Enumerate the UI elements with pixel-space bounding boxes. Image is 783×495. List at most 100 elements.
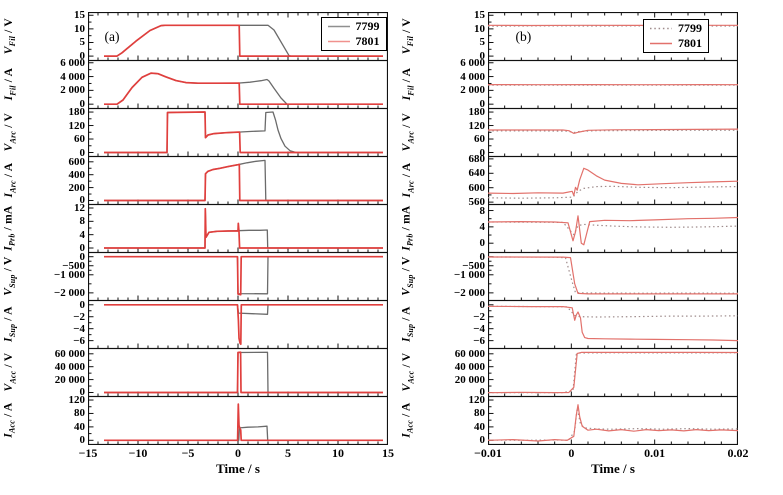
legend: 7799 7801 — [643, 18, 709, 53]
y-tick-label: 0 — [479, 298, 486, 311]
y-tick-label: 4 — [79, 228, 86, 241]
series-7799 — [104, 256, 383, 295]
subplot-row: VArc / V 0 60 120 180 — [0, 106, 398, 159]
y-tick-label: −2 000 — [53, 286, 85, 299]
x-tick-label: 15 — [382, 446, 394, 460]
y-tick-label: 5 — [79, 36, 86, 49]
y-tick-label: 8 — [79, 215, 86, 228]
y-axis-label: IArc / A — [400, 163, 416, 198]
plot-canvas — [88, 204, 388, 253]
plot-canvas — [88, 60, 388, 109]
y-tick-label: −2 000 — [453, 286, 485, 299]
y-tick-label: 0 — [479, 434, 486, 447]
y-axis-label: ISup / A — [2, 306, 18, 343]
y-tick-label: 0 — [79, 250, 86, 263]
y-axis-label: IFil / A — [400, 68, 416, 101]
series-7799 — [104, 159, 383, 202]
series-7799 — [104, 351, 383, 394]
y-tick-label: −6 — [473, 334, 485, 347]
y-tick-label: 20 000 — [454, 373, 485, 386]
legend-entry: 7799 — [327, 19, 380, 34]
subplot-row: VAcc / V 0 20 000 40 000 60 000 — [0, 347, 398, 399]
series-7801 — [104, 255, 383, 296]
series-7801 — [104, 163, 383, 202]
y-tick-label: 4 000 — [460, 70, 485, 83]
y-tick-label: 60 000 — [454, 347, 485, 360]
y-tick-label: 0 — [79, 50, 86, 63]
y-tick-label: 400 — [68, 168, 86, 181]
y-tick-label: 80 — [474, 407, 485, 420]
y-tick-label: 0 — [79, 242, 86, 254]
y-axis-label: IFil / A — [2, 68, 18, 101]
y-tick-labels: 0 5 10 15 — [20, 9, 88, 63]
series-7801 — [104, 303, 383, 346]
y-tick-label: 60 — [474, 133, 485, 146]
y-tick-label: 0 — [479, 50, 486, 63]
y-tick-label: 200 — [68, 181, 86, 194]
plot-canvas — [488, 252, 738, 301]
y-tick-label: 8 — [479, 204, 486, 217]
y-axis-label: VAcc / V — [2, 353, 18, 392]
series-7801 — [488, 305, 738, 342]
y-axis-label: VSup / V — [400, 256, 416, 297]
y-tick-label: 120 — [68, 394, 86, 407]
legend-line-sample — [650, 27, 672, 30]
y-tick-label: 180 — [68, 106, 86, 119]
y-tick-label: 10 — [74, 22, 85, 35]
y-tick-label: 0 — [479, 146, 486, 159]
plot-canvas — [88, 156, 388, 205]
y-tick-label: 6 000 — [60, 56, 85, 69]
subplot-row: VFil / V 0 5 10 15 — [398, 9, 783, 63]
y-tick-label: 0 — [79, 194, 86, 207]
series-7801 — [488, 351, 738, 394]
panel-label: (b) — [515, 29, 532, 45]
y-tick-label: 0 — [79, 98, 86, 111]
y-tick-label: 60 — [74, 133, 85, 146]
series-7799 — [488, 129, 738, 134]
legend-entry-label: 7799 — [355, 18, 380, 33]
y-tick-label: −1 000 — [53, 268, 85, 281]
y-tick-labels: 0 −2 −4 −6 — [20, 299, 88, 349]
y-tick-labels: 0 20 000 40 000 60 000 — [20, 347, 88, 399]
y-tick-label: 12 — [74, 202, 85, 214]
subplot-row: VSup / V 0 −500 −1 000 −2 000 — [398, 250, 783, 301]
y-axis-label: VFil / V — [2, 18, 18, 55]
y-tick-label: 0 — [79, 434, 86, 447]
y-axis-label: VArc / V — [2, 113, 18, 152]
y-tick-label: 80 — [74, 407, 85, 420]
panel-label: (a) — [104, 29, 120, 45]
x-tick-label: 5 — [285, 446, 291, 460]
y-tick-label: 0 — [479, 237, 486, 250]
y-tick-label: 15 — [74, 9, 85, 22]
subplot-row: VSup / V 0 −500 −1 000 −2 000 — [0, 250, 398, 301]
y-tick-label: 0 — [479, 250, 486, 263]
y-tick-label: 6 000 — [460, 56, 485, 69]
series-7801 — [488, 128, 738, 134]
y-tick-labels: 0 4 8 — [418, 204, 488, 253]
y-tick-label: 60 000 — [54, 347, 85, 360]
legend-entry: 7799 — [649, 21, 702, 36]
series-7801 — [104, 403, 383, 442]
y-tick-labels: 0 60 120 180 — [418, 106, 488, 159]
series-7801 — [488, 215, 738, 246]
y-tick-label: 600 — [68, 155, 86, 168]
legend-entry-label: 7799 — [678, 20, 702, 35]
legend-line-sample — [327, 25, 350, 28]
y-tick-labels: 0 −500 −1 000 −2 000 — [20, 250, 88, 301]
y-tick-labels: 0 40 80 120 — [20, 394, 88, 447]
legend-entry: 7801 — [649, 36, 702, 51]
x-tick-label: −10 — [128, 446, 148, 460]
y-tick-label: 2 000 — [60, 84, 85, 97]
y-tick-labels: 0 −500 −1 000 −2 000 — [418, 250, 488, 301]
series-7799 — [488, 221, 738, 236]
y-axis-label: VAcc / V — [400, 353, 416, 392]
y-tick-label: 4 000 — [60, 70, 85, 83]
series-7801 — [488, 256, 738, 295]
y-tick-labels: 560 600 640 680 — [418, 153, 488, 208]
legend-entry-label: 7801 — [355, 33, 380, 48]
